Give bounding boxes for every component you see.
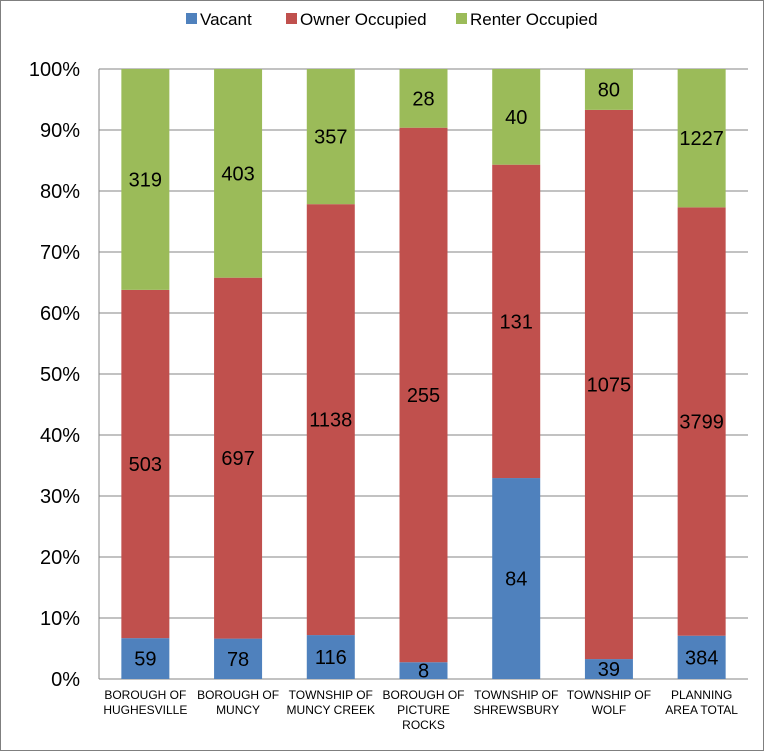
y-tick-label: 0% (51, 669, 80, 691)
x-category-label: TOWNSHIP OF (289, 688, 373, 702)
bar-vacant (214, 638, 263, 679)
data-label-vacant: 59 (134, 649, 156, 671)
x-category-label: BOROUGH OF (197, 688, 279, 702)
x-category-label: HUGHESVILLE (103, 703, 187, 717)
legend-label-renter-occupied: Renter Occupied (470, 10, 598, 29)
bar-renter-occupied (306, 69, 355, 205)
data-label-owner-occupied: 131 (500, 311, 533, 333)
y-tick-label: 90% (40, 120, 80, 142)
y-tick-label: 20% (40, 547, 80, 569)
y-tick-label: 50% (40, 364, 80, 386)
bar-renter-occupied (677, 69, 726, 208)
bar-owner-occupied (306, 204, 355, 636)
data-label-owner-occupied: 503 (129, 454, 162, 476)
bar-renter-occupied (399, 69, 448, 128)
data-label-vacant: 39 (598, 659, 620, 681)
x-category-label: MUNCY CREEK (287, 703, 375, 717)
data-label-vacant: 116 (315, 647, 347, 669)
bar-owner-occupied (677, 207, 726, 636)
data-label-vacant: 384 (685, 647, 718, 669)
data-label-renter-occupied: 80 (598, 79, 620, 101)
bar-vacant (306, 635, 355, 679)
data-label-vacant: 78 (227, 649, 249, 671)
x-category-label: PICTURE (397, 703, 450, 717)
legend-label-owner-occupied: Owner Occupied (300, 10, 427, 29)
x-category-label: AREA TOTAL (665, 703, 738, 717)
bar-owner-occupied (584, 109, 633, 660)
data-label-vacant: 8 (418, 661, 429, 683)
bar-owner-occupied (399, 127, 448, 663)
x-category-label: PLANNING (671, 688, 732, 702)
data-label-owner-occupied: 1075 (587, 374, 632, 396)
bar-vacant (492, 478, 541, 679)
bar-vacant (121, 638, 170, 679)
y-tick-label: 100% (29, 59, 80, 81)
data-label-owner-occupied: 255 (407, 385, 440, 407)
x-category-label: ROCKS (402, 718, 445, 732)
x-category-label: BOROUGH OF (382, 688, 464, 702)
data-label-owner-occupied: 697 (221, 448, 254, 470)
bar-owner-occupied (214, 277, 263, 639)
data-label-renter-occupied: 319 (129, 169, 162, 191)
bar-vacant (584, 659, 633, 679)
y-tick-label: 30% (40, 486, 80, 508)
legend-swatch-renter-occupied (456, 13, 467, 24)
data-label-renter-occupied: 1227 (679, 128, 724, 150)
y-tick-label: 10% (40, 608, 80, 630)
data-label-vacant: 84 (505, 569, 527, 591)
data-label-owner-occupied: 3799 (679, 412, 724, 434)
bar-vacant (677, 635, 726, 679)
x-category-label: WOLF (592, 703, 627, 717)
x-category-label: SHREWSBURY (473, 703, 559, 717)
bar-renter-occupied (492, 69, 541, 165)
x-category-label: BOROUGH OF (104, 688, 186, 702)
x-category-label: TOWNSHIP OF (474, 688, 558, 702)
legend-swatch-vacant (186, 13, 197, 24)
bar-renter-occupied (121, 69, 170, 290)
y-tick-label: 60% (40, 303, 80, 325)
data-label-renter-occupied: 28 (412, 88, 434, 110)
y-tick-label: 40% (40, 425, 80, 447)
data-label-renter-occupied: 357 (314, 127, 347, 149)
bar-owner-occupied (492, 164, 541, 479)
bar-owner-occupied (121, 289, 170, 639)
bar-renter-occupied (584, 69, 633, 110)
legend-label-vacant: Vacant (200, 10, 252, 29)
y-tick-label: 80% (40, 181, 80, 203)
x-category-label: MUNCY (216, 703, 260, 717)
bar-vacant (399, 662, 448, 679)
y-tick-label: 70% (40, 242, 80, 264)
legend-swatch-owner-occupied (286, 13, 297, 24)
x-category-label: TOWNSHIP OF (567, 688, 651, 702)
bar-renter-occupied (214, 69, 263, 278)
data-label-renter-occupied: 403 (221, 163, 254, 185)
data-label-owner-occupied: 1138 (309, 410, 352, 432)
data-label-renter-occupied: 40 (505, 107, 527, 129)
